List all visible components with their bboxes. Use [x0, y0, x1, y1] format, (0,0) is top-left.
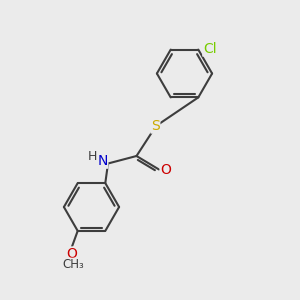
Text: S: S	[151, 119, 160, 133]
Text: N: N	[98, 154, 108, 168]
Text: H: H	[88, 150, 97, 164]
Text: O: O	[160, 163, 171, 176]
Text: Cl: Cl	[203, 42, 217, 56]
Text: CH₃: CH₃	[62, 258, 84, 271]
Text: O: O	[66, 247, 77, 261]
